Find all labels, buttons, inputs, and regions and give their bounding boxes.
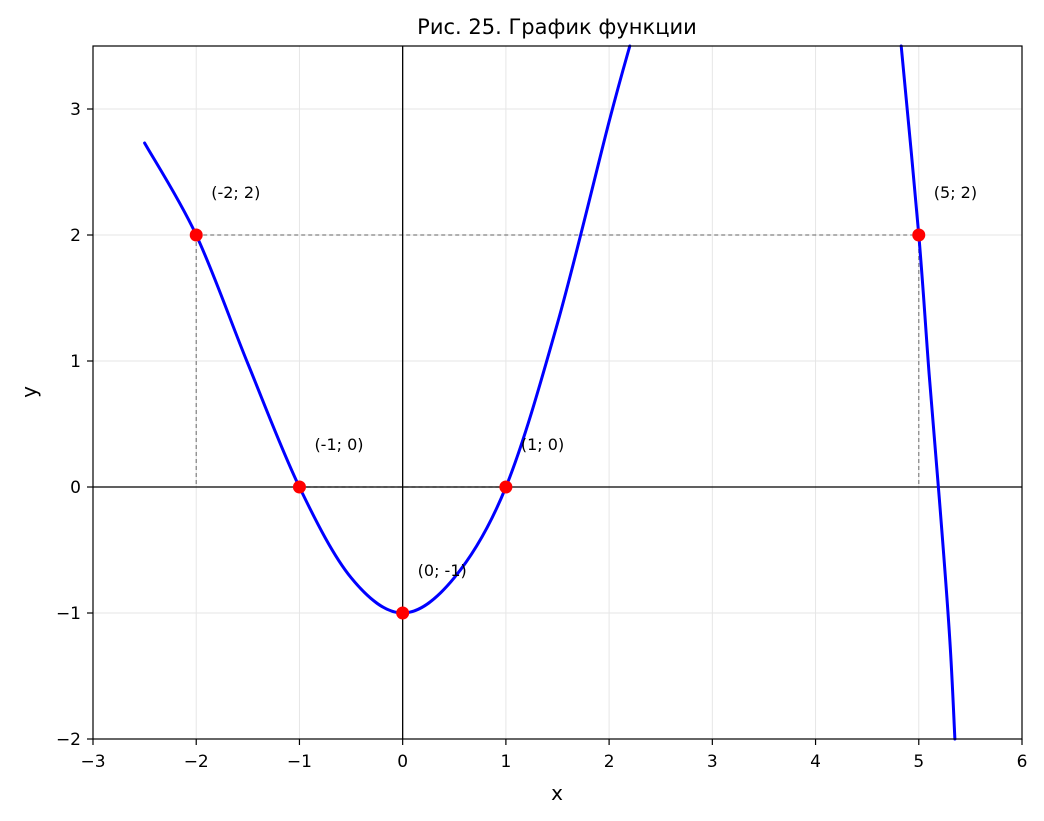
y-tick-label: 3 — [70, 100, 81, 120]
y-tick-label: 2 — [70, 226, 81, 246]
x-tick-label: 4 — [810, 752, 821, 772]
point-label: (5; 2) — [934, 183, 977, 202]
x-tick-label: −3 — [80, 752, 105, 772]
x-tick-label: 1 — [500, 752, 511, 772]
x-tick-label: 2 — [604, 752, 615, 772]
points: (-2; 2) (-1; 0) (0; -1) (1; 0) (5; 2) — [189, 183, 977, 620]
point-marker — [499, 480, 513, 494]
curve — [143, 44, 957, 741]
point-label: (0; -1) — [418, 561, 467, 580]
point-marker — [292, 480, 306, 494]
chart-title: Рис. 25. График функции — [417, 15, 697, 39]
curve-branch — [899, 44, 957, 741]
grid — [92, 46, 1023, 740]
guide-lines — [195, 234, 920, 488]
point-marker — [912, 228, 926, 242]
point-label: (-2; 2) — [211, 183, 260, 202]
y-tick-label: −1 — [56, 604, 81, 624]
curve-branch — [143, 44, 632, 615]
point-label: (-1; 0) — [314, 435, 363, 454]
x-tick-label: −1 — [287, 752, 312, 772]
point-marker — [396, 606, 410, 620]
x-tick-label: 6 — [1017, 752, 1028, 772]
point-label: (1; 0) — [521, 435, 564, 454]
point-marker — [189, 228, 203, 242]
y-tick-label: 0 — [70, 478, 81, 498]
x-axis-label: x — [551, 781, 563, 805]
zero-axes — [93, 46, 1022, 739]
y-tick-label: 1 — [70, 352, 81, 372]
x-tick-label: 0 — [397, 752, 408, 772]
x-tick-label: 3 — [707, 752, 718, 772]
y-tick-label: −2 — [56, 730, 81, 750]
plot-frame — [92, 45, 1023, 740]
x-tick-label: −2 — [184, 752, 209, 772]
x-tick-label: 5 — [913, 752, 924, 772]
y-axis-label: y — [17, 386, 41, 398]
